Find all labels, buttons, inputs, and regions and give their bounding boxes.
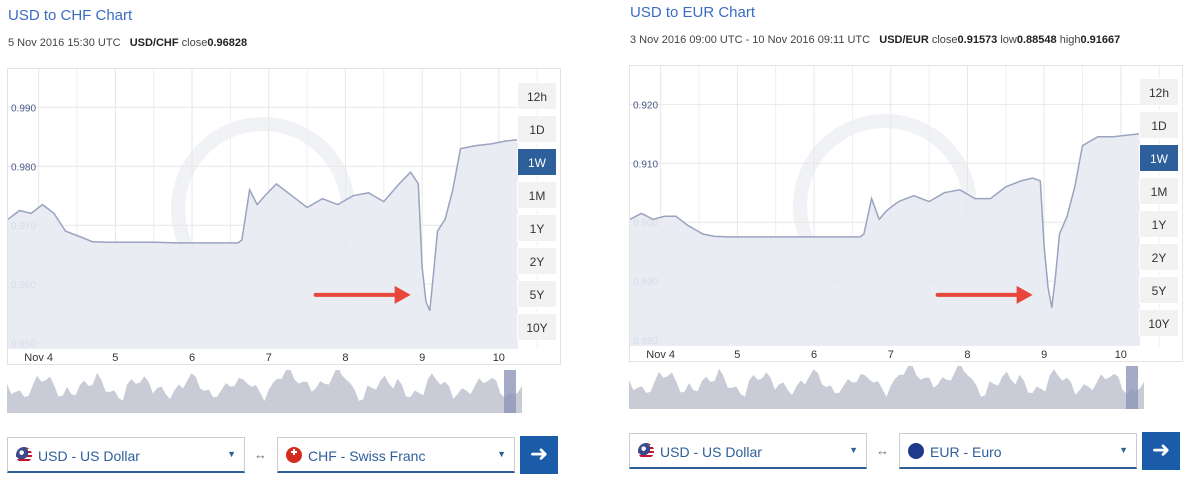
chart-title: USD to CHF Chart [8, 7, 133, 24]
series-area [8, 139, 518, 349]
meta-close-label: close [181, 37, 208, 49]
range-button-12h[interactable]: 12h [1139, 78, 1179, 106]
y-tick-label: 0.920 [633, 100, 658, 111]
go-button[interactable]: ➜ [1142, 432, 1180, 470]
us-flag-icon [16, 447, 32, 463]
swap-icon[interactable]: ↔ [876, 443, 889, 458]
x-tick-label: Nov 4 [24, 352, 53, 364]
go-button[interactable]: ➜ [520, 436, 558, 474]
from-currency-label: USD - US Dollar [38, 448, 140, 464]
annotation-arrow-head [1016, 285, 1033, 304]
swiss-flag-icon [286, 447, 302, 463]
x-tick-label: Nov 4 [646, 349, 675, 361]
to-currency-select[interactable]: EUR - Euro ▼ [899, 433, 1137, 469]
x-tick-label: 8 [342, 352, 348, 364]
meta-close-label: close [931, 34, 958, 46]
meta-high-label: high [1059, 34, 1081, 46]
navigator-area [629, 361, 1144, 409]
range-button-1w[interactable]: 1W [1139, 144, 1179, 172]
x-tick-label: 7 [888, 349, 894, 361]
series-area [630, 133, 1140, 346]
from-currency-select[interactable]: USD - US Dollar ▼ [629, 433, 867, 469]
swiss-cross-v [293, 449, 295, 455]
x-tick-label: 6 [189, 352, 195, 364]
meta-high-value: 0.91667 [1080, 34, 1121, 46]
x-tick-label: 10 [493, 352, 505, 364]
range-button-1m[interactable]: 1M [517, 181, 557, 209]
navigator-mini-chart [629, 361, 1144, 409]
y-tick-label: 0.910 [633, 159, 658, 170]
x-tick-label: 5 [112, 352, 118, 364]
range-button-10y[interactable]: 10Y [517, 313, 557, 341]
y-tick-label: 0.980 [11, 162, 36, 173]
meta-low-label: low [1000, 34, 1017, 46]
us-flag-icon [638, 443, 654, 459]
range-button-10y[interactable]: 10Y [1139, 309, 1179, 337]
range-button-1d[interactable]: 1D [517, 115, 557, 143]
x-tick-label: 9 [419, 352, 425, 364]
range-button-1y[interactable]: 1Y [1139, 210, 1179, 238]
meta-time: 3 Nov 2016 09:00 UTC - 10 Nov 2016 09:11… [630, 34, 871, 46]
swap-icon[interactable]: ↔ [254, 447, 267, 462]
x-tick-label: 9 [1041, 349, 1047, 361]
chevron-down-icon: ▼ [227, 449, 236, 459]
from-currency-select[interactable]: USD - US Dollar ▼ [7, 437, 245, 473]
chart-title: USD to EUR Chart [630, 4, 756, 21]
chevron-down-icon: ▼ [849, 445, 858, 455]
range-button-5y[interactable]: 5Y [1139, 276, 1179, 304]
chevron-down-icon: ▼ [1119, 445, 1128, 455]
meta-low-value: 0.88548 [1016, 34, 1057, 46]
range-button-12h[interactable]: 12h [517, 82, 557, 110]
navigator[interactable] [7, 365, 522, 413]
meta-time: 5 Nov 2016 15:30 UTC [8, 37, 121, 49]
navigator[interactable] [629, 361, 1144, 409]
from-currency-label: USD - US Dollar [660, 444, 762, 460]
meta-close-value: 0.91573 [957, 34, 998, 46]
chart-meta: 3 Nov 2016 09:00 UTC - 10 Nov 2016 09:11… [630, 34, 1120, 46]
navigator-selection-handle [1126, 366, 1138, 409]
to-currency-select[interactable]: CHF - Swiss Franc ▼ [277, 437, 515, 473]
navigator-selection-handle [504, 370, 516, 413]
x-tick-label: 5 [734, 349, 740, 361]
chart-meta: 5 Nov 2016 15:30 UTC USD/CHF close0.9682… [8, 37, 247, 49]
meta-pair: USD/CHF [129, 37, 179, 49]
range-button-2y[interactable]: 2Y [517, 247, 557, 275]
x-tick-label: 6 [811, 349, 817, 361]
annotation-arrow-head [394, 285, 411, 304]
range-button-2y[interactable]: 2Y [1139, 243, 1179, 271]
series-line [630, 133, 1141, 308]
to-currency-label: CHF - Swiss Franc [308, 448, 426, 464]
meta-pair: USD/EUR [879, 34, 929, 46]
range-button-1w[interactable]: 1W [517, 148, 557, 176]
chevron-down-icon: ▼ [497, 449, 506, 459]
x-tick-label: 10 [1115, 349, 1127, 361]
to-currency-label: EUR - Euro [930, 444, 1002, 460]
range-button-1y[interactable]: 1Y [517, 214, 557, 242]
navigator-area [7, 365, 522, 413]
x-tick-label: 7 [266, 352, 272, 364]
range-button-1m[interactable]: 1M [1139, 177, 1179, 205]
meta-close-value: 0.96828 [207, 37, 248, 49]
range-button-5y[interactable]: 5Y [517, 280, 557, 308]
eu-flag-icon [908, 443, 924, 459]
range-button-1d[interactable]: 1D [1139, 111, 1179, 139]
x-tick-label: 8 [964, 349, 970, 361]
navigator-mini-chart [7, 365, 522, 413]
series-line [8, 138, 519, 311]
y-tick-label: 0.990 [11, 103, 36, 114]
